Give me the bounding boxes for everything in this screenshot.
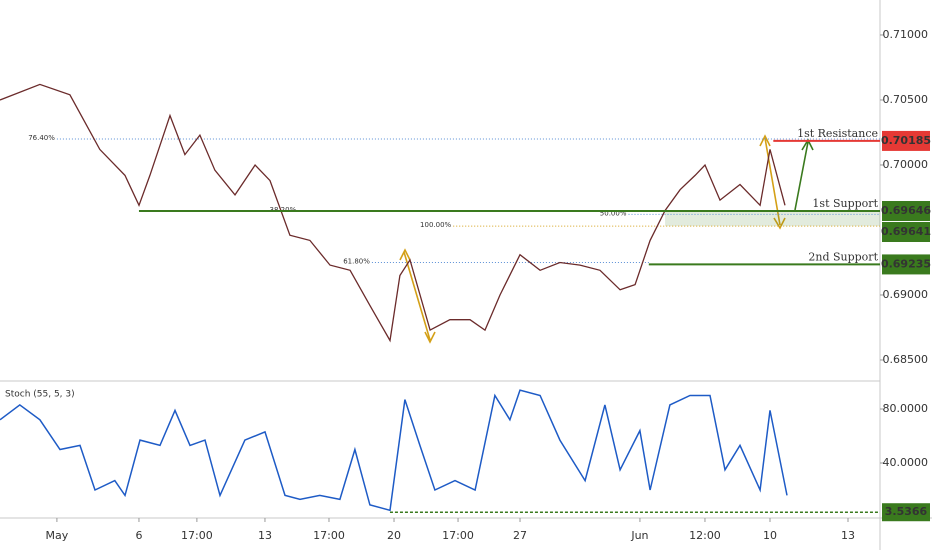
y-tick-label: 0.69000 [883,288,929,301]
y-tick-label: 0.70000 [883,158,929,171]
price-tag: 0.69646 [881,200,931,221]
x-tick-label: 10 [763,529,777,542]
price-tag: 0.70185 [881,130,931,151]
tag-box [882,200,930,221]
x-tick-label: 17:00 [442,529,474,542]
y-tick-label: 0.68500 [883,353,929,366]
arrows [399,134,814,344]
tag-label: 0.69235 [881,257,931,270]
stoch-title: Stoch (55, 5, 3) [5,390,75,400]
tag-box [882,254,930,275]
stoch-line [0,389,788,512]
x-tick-label: 6 [135,529,142,542]
x-tick-label: May [46,529,69,542]
level-label: 1st Support [812,197,878,210]
x-tick-label: 12:00 [689,529,721,542]
arrow [399,248,436,344]
tag-label: 0.70185 [881,134,931,147]
price-tag: 0.69235 [881,254,931,275]
x-tick-label: 13 [258,529,272,542]
tag-label: 0.69641 [881,225,931,238]
fib-label: 61.80% [343,257,370,265]
fib-label: 100.00% [420,221,451,229]
fib-label: 76.40% [28,134,55,142]
y-tick-label: 40.0000 [883,456,929,469]
price-line [0,83,786,343]
x-tick-label: 17:00 [313,529,345,542]
tag-box [882,503,930,522]
fib-label: 50.00% [600,209,627,217]
tag-label: 3.5366 [885,505,928,518]
x-tick-label: 20 [387,529,401,542]
level-label: 2nd Support [808,250,878,263]
y-tick-label: 0.71000 [883,28,929,41]
price-tag: 0.69641 [881,221,931,242]
tag-label: 0.69646 [881,204,931,217]
support-zone [665,210,880,227]
stoch-tag: 3.5366 [882,503,930,522]
tag-box [882,130,930,151]
level-label: 1st Resistance [797,127,878,140]
x-tick-label: 13 [841,529,855,542]
tag-box [882,221,930,242]
y-tick-label: 0.70500 [883,93,929,106]
x-tick-label: Jun [630,529,648,542]
x-tick-label: 27 [513,529,527,542]
x-tick-label: 17:00 [181,529,213,542]
y-tick-label: 80.0000 [883,402,929,415]
